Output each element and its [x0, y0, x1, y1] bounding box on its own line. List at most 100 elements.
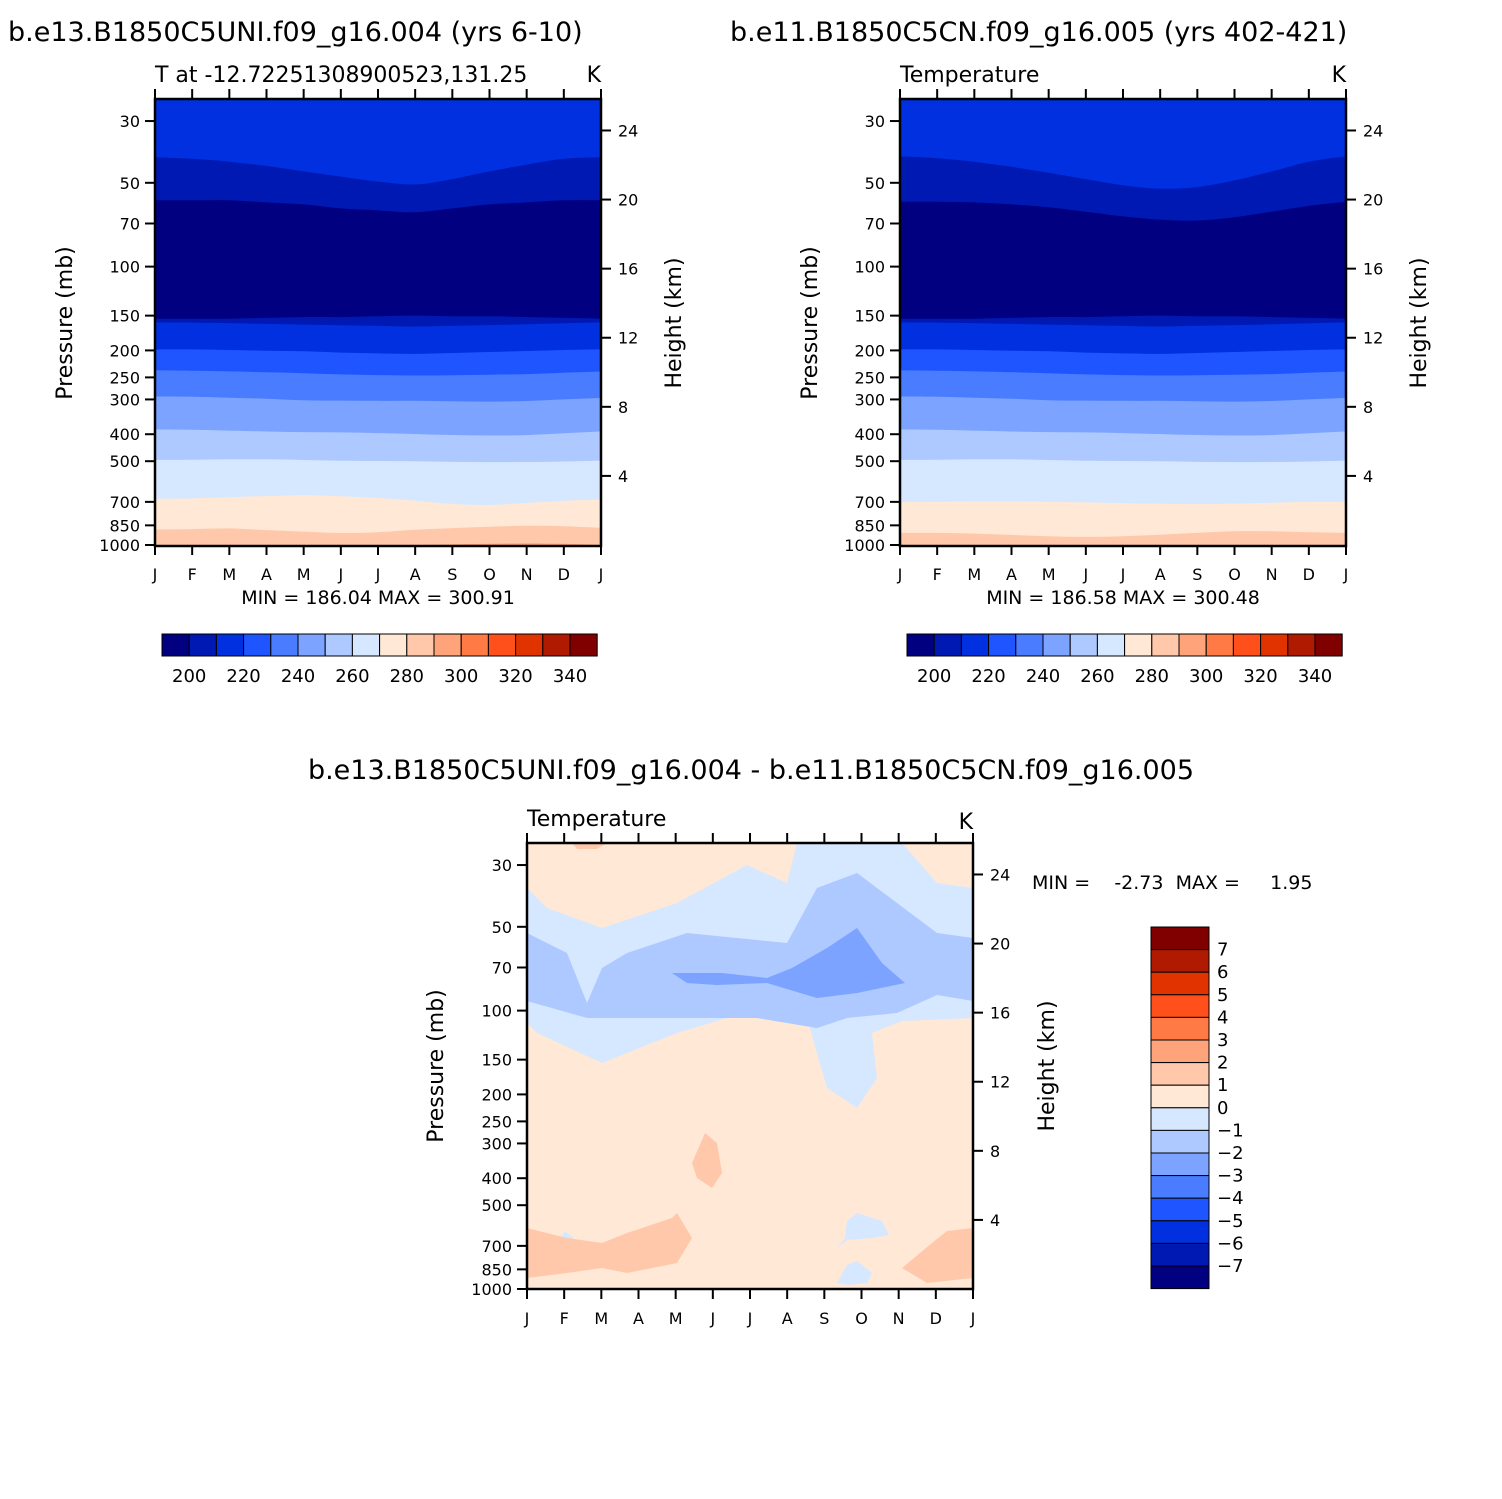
colorbar-label: 6 [1217, 962, 1228, 983]
y-tick-label-height: 24 [618, 121, 638, 140]
colorbar-swatch [1150, 971, 1210, 996]
x-tick-label: F [560, 1309, 569, 1328]
x-tick-label: S [447, 565, 457, 584]
colorbar-label: 1 [1217, 1075, 1228, 1096]
colorbar-swatch [1150, 926, 1210, 951]
x-tick-label: A [1155, 565, 1166, 584]
units-top-right: K [1332, 63, 1347, 88]
y-tick-label-height: 16 [1363, 260, 1383, 279]
y-axis-label-top-left: Pressure (mb) [53, 246, 78, 400]
y-tick-label-pressure: 850 [854, 516, 885, 535]
y-tick-label-pressure: 250 [109, 368, 140, 387]
y-tick-label-height: 20 [618, 191, 638, 210]
y-tick-label-pressure: 250 [481, 1112, 512, 1131]
colorbar-label: 280 [390, 666, 424, 687]
left-string-top-right: Temperature [899, 63, 1039, 88]
contour-band [837, 1261, 872, 1285]
y-tick-label-height: 20 [1363, 191, 1383, 210]
y-tick-label-height: 24 [1363, 121, 1383, 140]
colorbar-swatch [1150, 1016, 1210, 1041]
x-tick-label: O [483, 565, 496, 584]
y-tick-label-height: 12 [990, 1073, 1010, 1092]
colorbar-swatch [1150, 1062, 1210, 1086]
x-tick-label: J [709, 1309, 715, 1328]
colorbar-label: 260 [1080, 666, 1114, 687]
x-tick-label: D [558, 565, 570, 584]
x-tick-label: D [1303, 565, 1315, 584]
colorbar-label: 340 [1298, 666, 1332, 687]
colorbar-swatch [960, 633, 990, 657]
x-tick-label: A [782, 1309, 793, 1328]
colorbar-top-left: 200 220 240 260 280 300 320 340 [161, 633, 598, 687]
colorbar-swatch [1150, 1107, 1210, 1131]
colorbar-swatch [906, 633, 935, 657]
colorbar-swatch [161, 633, 190, 657]
colorbar-label: 260 [335, 666, 369, 687]
y-tick-label-pressure: 850 [109, 516, 140, 535]
y-tick-label-pressure: 1000 [844, 536, 885, 555]
y-tick-label-pressure: 400 [481, 1169, 512, 1188]
colorbar-swatch [1150, 1129, 1210, 1154]
colorbar-label: 220 [226, 666, 260, 687]
y-tick-label-pressure: 30 [865, 112, 885, 131]
colorbar-label: 5 [1217, 985, 1228, 1006]
y-tick-label-pressure: 500 [481, 1196, 512, 1215]
colorbar-swatch [188, 633, 217, 657]
colorbar-swatch [487, 633, 517, 657]
y-tick-label-height: 8 [1363, 398, 1373, 417]
y-tick-label-pressure: 1000 [99, 536, 140, 555]
stats-top-right: MIN = 186.58 MAX = 300.48 [986, 587, 1260, 609]
tick-marks-top-right: J F M A M J J A S O N D J 30 50 70 100 150 200 250 300 400 500… [844, 89, 1383, 584]
y-tick-label-height: 8 [990, 1142, 1000, 1161]
right-axis-label-difference: Height (km) [1035, 1000, 1060, 1131]
y-tick-label-height: 4 [618, 467, 628, 486]
colorbar-label: 240 [1026, 666, 1060, 687]
colorbar-label: 300 [444, 666, 478, 687]
contour-band [527, 1213, 692, 1278]
colorbar-label: −4 [1217, 1188, 1244, 1209]
contour-band [900, 531, 1346, 545]
units-top-left: K [587, 63, 602, 88]
y-tick-label-pressure: 200 [481, 1085, 512, 1104]
colorbar-label: 2 [1217, 1053, 1228, 1074]
x-tick-label: A [1006, 565, 1017, 584]
y-tick-label-pressure: 30 [120, 112, 140, 131]
x-tick-label: F [933, 565, 942, 584]
y-tick-label-pressure: 300 [109, 390, 140, 409]
y-tick-label-height: 8 [618, 398, 628, 417]
x-tick-label: J [152, 565, 158, 584]
contour-band [837, 1213, 889, 1248]
contour-band [155, 525, 601, 545]
colorbar-swatch [1178, 633, 1207, 657]
case-title-difference: b.e13.B1850C5UNI.f09_g16.004 - b.e11.B18… [308, 755, 1194, 786]
colorbar-swatch [1124, 633, 1153, 657]
x-tick-label: M [967, 565, 981, 584]
colorbar-swatch [1260, 633, 1289, 657]
y-tick-label-height: 24 [990, 865, 1010, 884]
contour-fills-top-left [155, 99, 601, 546]
stats-difference: MIN = -2.73 MAX = 1.95 [1032, 872, 1312, 894]
y-tick-label-pressure: 70 [865, 214, 885, 233]
contour-band [672, 928, 905, 998]
x-tick-label: M [669, 1309, 683, 1328]
colorbar-swatch [1151, 633, 1180, 657]
right-axis-label-top-left: Height (km) [662, 257, 687, 388]
colorbar-label: 200 [917, 666, 951, 687]
colorbar-label: 3 [1217, 1030, 1228, 1051]
x-tick-label: M [594, 1309, 608, 1328]
x-tick-label: A [410, 565, 421, 584]
colorbar-swatch [406, 633, 435, 657]
y-tick-label-pressure: 50 [120, 174, 140, 193]
colorbar-top-right: 200 220 240 260 280 300 320 340 [906, 633, 1343, 687]
y-tick-label-pressure: 500 [109, 452, 140, 471]
x-tick-label: N [1266, 565, 1278, 584]
y-tick-label-pressure: 700 [109, 493, 140, 512]
colorbar-swatch [1150, 1152, 1210, 1177]
colorbar-label: −3 [1217, 1166, 1244, 1187]
colorbar-swatch [542, 633, 571, 657]
y-tick-label-height: 16 [990, 1004, 1010, 1023]
x-tick-label: J [970, 1309, 976, 1328]
colorbar-label: −1 [1217, 1120, 1244, 1141]
x-tick-label: J [747, 1309, 753, 1328]
